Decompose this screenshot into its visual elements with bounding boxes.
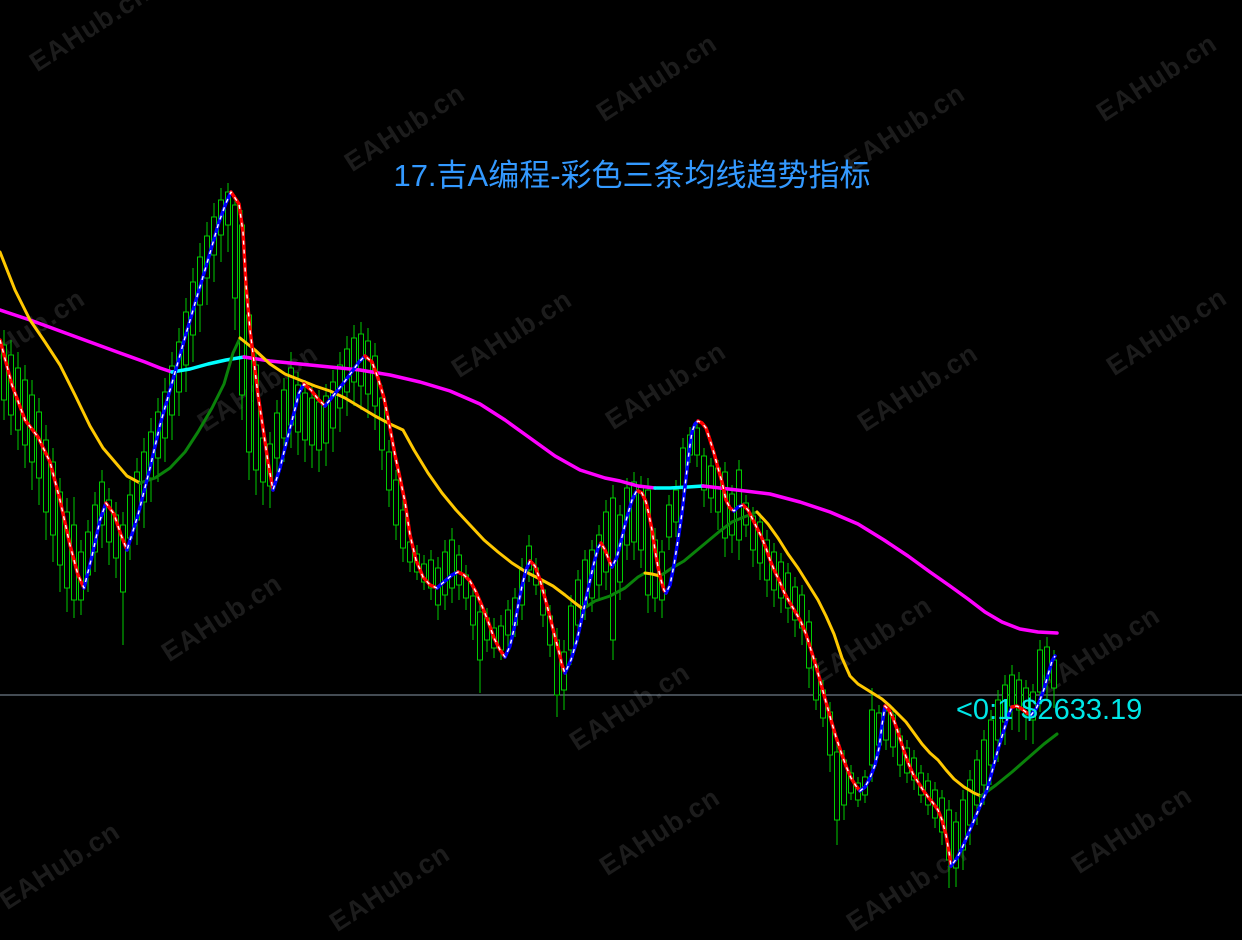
candle-body (960, 799, 966, 851)
candle-body (456, 554, 462, 586)
candle-body (785, 572, 791, 609)
fast-ma-segment-down (636, 489, 668, 595)
candle-body (281, 389, 287, 439)
candle-body (953, 821, 959, 869)
candle-body (701, 455, 707, 491)
candle-body (708, 465, 714, 499)
candle-body (393, 479, 399, 526)
candle-body (645, 489, 651, 596)
candle-body (274, 412, 280, 459)
fast-ma-segment-up (503, 559, 532, 659)
candle-body (526, 545, 532, 571)
candle-body (1023, 687, 1029, 716)
candle-body (995, 699, 1001, 741)
candle-body (330, 381, 336, 429)
mid-ma-segment-down (755, 510, 983, 798)
candle-body (603, 511, 609, 573)
candle-body (967, 779, 973, 826)
candle-body (449, 539, 455, 589)
slow-ma-segment-down (0, 308, 174, 374)
candle-body (442, 551, 448, 596)
candle-body (666, 504, 672, 538)
candle-body (1, 344, 7, 401)
candle-body (792, 586, 798, 621)
candle-body (869, 709, 875, 766)
candle-body (505, 609, 511, 636)
candle-body (50, 461, 56, 536)
candle-body (351, 337, 357, 383)
candle-body (834, 751, 840, 821)
fast-ma-segment-down (229, 190, 275, 492)
candle-body (610, 497, 616, 641)
candle-body (232, 204, 238, 299)
candle-body (379, 397, 385, 451)
candle-body (729, 493, 735, 536)
candle-body (323, 395, 329, 444)
mid-ma-segment-down (643, 571, 662, 578)
candle-body (673, 489, 679, 523)
candle-body (106, 499, 112, 543)
candle-body (309, 397, 315, 446)
candle-body (302, 392, 308, 441)
candle-body (470, 595, 476, 626)
candle-body (750, 515, 756, 551)
candle-body (120, 524, 126, 593)
candle-body (400, 509, 406, 549)
fast-ma-segment-down (104, 501, 129, 552)
slow-ma-segment-down (242, 355, 657, 490)
candle-body (1037, 649, 1043, 693)
slow-ma-segment-up (653, 484, 705, 490)
mid-ma-segment-up (581, 571, 647, 611)
candle-body (316, 401, 322, 451)
mid-ma-segment-up (658, 510, 759, 578)
mid-ma-segment-up (979, 732, 1059, 798)
candle-body (981, 739, 987, 786)
fast-ma-dash-overlay (0, 191, 1056, 867)
candle-body (64, 511, 70, 589)
fast-ma-segment-up (323, 354, 367, 408)
mid-ma-segment-up (138, 336, 242, 485)
candle-body (974, 759, 980, 806)
slow-ma-segment-up (170, 355, 246, 374)
fast-ma-segment-down (0, 338, 86, 590)
mid-ma-segment-down (0, 250, 142, 485)
candle-body (694, 427, 700, 456)
candle-body (1016, 679, 1022, 711)
candle-body (988, 719, 994, 766)
candle-body (477, 611, 483, 661)
chart-title: 17.吉A编程-彩色三条均线趋势指标 (393, 158, 871, 193)
candle-body (365, 340, 371, 395)
candle-body (43, 439, 49, 513)
candle-body (631, 481, 637, 543)
candle-body (57, 491, 63, 566)
candle-body (568, 605, 574, 651)
slow-ma-segment-down (701, 484, 1059, 635)
candle-body (386, 451, 392, 491)
current-price-label: <0:1 $2633.19 (956, 694, 1143, 726)
candle-body (428, 559, 434, 589)
